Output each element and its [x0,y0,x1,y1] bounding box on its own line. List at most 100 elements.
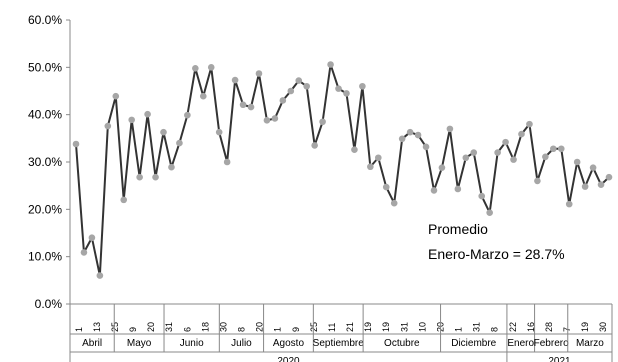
month-label: Julio [231,338,252,349]
data-point [311,142,318,149]
data-point [128,116,135,124]
x-tick-label: 19 [363,322,373,332]
x-tick-label: 28 [544,322,554,332]
month-label: Junio [180,338,204,349]
month-label: Enero [507,338,534,349]
data-point [367,163,374,171]
data-point [565,200,573,208]
x-tick-label: 25 [110,322,120,332]
x-tick-label: 21 [345,322,355,332]
data-point [430,187,438,194]
y-tick-label: 50.0% [28,60,62,74]
data-point [375,154,382,162]
x-tick-label: 1 [454,327,464,332]
data-point [406,128,414,136]
x-tick-label: 30 [218,322,228,332]
data-point [589,164,597,171]
month-label: Abril [82,338,102,349]
data-point [534,177,541,185]
x-tick-label: 16 [526,322,536,332]
x-tick-label: 20 [146,322,156,332]
data-point [319,118,326,126]
data-point [80,249,88,256]
month-label: Agosto [273,338,305,349]
data-point [478,192,486,200]
data-point [557,145,565,153]
data-point [581,183,589,190]
data-point [510,156,517,163]
data-point [550,145,557,153]
x-tick-label: 31 [164,322,174,332]
data-point [112,92,120,100]
y-tick-label: 40.0% [28,108,62,122]
x-tick-label: 31 [399,322,409,332]
data-point [136,173,143,181]
y-tick-label: 0.0% [35,297,63,311]
plot-area [72,61,613,279]
x-tick-label: 18 [200,322,210,332]
data-point [152,173,159,181]
month-label: Marzo [576,338,604,349]
data-point [239,101,247,109]
data-point [207,64,215,71]
data-point [446,125,454,133]
data-point [279,97,287,104]
data-point [351,146,358,153]
data-point [414,131,422,139]
data-point [438,164,446,171]
data-point [605,173,613,181]
data-point [462,154,470,162]
x-tick-label: 31 [472,322,482,332]
data-point [470,149,478,156]
data-point [263,117,271,124]
y-tick-label: 60.0% [28,13,62,27]
data-point [287,87,295,95]
x-tick-label: 30 [598,322,608,332]
y-tick-label: 10.0% [28,250,62,264]
x-tick-label: 8 [237,327,247,332]
month-label: Mayo [127,338,152,349]
x-tick-label: 19 [580,322,590,332]
data-point [335,85,342,92]
data-point [215,128,223,136]
data-point [486,209,493,216]
data-point [120,196,128,204]
x-tick-label: 9 [291,327,301,332]
data-point [390,199,398,207]
month-label: Diciembre [451,338,496,349]
x-tick-label: 22 [508,322,518,332]
x-tick-label: 13 [92,322,102,332]
data-point [160,128,167,136]
x-tick-label: 8 [490,327,500,332]
tick-labels: 0.0% 10.0% 20.0% 30.0% 40.0% 50.0% 60.0% 1 13 25 9… [28,13,608,332]
data-point [359,82,366,90]
x-tick-label: 19 [381,322,391,332]
data-point [526,120,533,128]
x-tick-label: 11 [327,323,337,332]
data-point [96,272,104,279]
data-point [542,153,549,161]
data-point [199,92,207,100]
axes [66,19,612,305]
data-point [231,76,239,84]
data-point [502,138,509,146]
x-tick-label: 7 [562,327,572,332]
data-point [255,70,263,77]
x-tick-label: 25 [309,322,319,332]
x-tick-label: 6 [182,327,192,332]
x-tick-label: 9 [128,327,138,332]
annotation-line-1: Promedio [428,221,488,237]
x-tick-label: 1 [273,327,283,332]
data-point [72,140,80,148]
data-point [573,158,581,166]
data-point [303,82,311,90]
data-point [494,149,501,156]
data-point [247,103,255,111]
data-point [343,90,350,97]
x-tick-label: 10 [417,322,427,332]
data-point [597,181,605,189]
data-point [271,115,279,122]
data-point [327,61,334,68]
y-tick-label: 30.0% [28,155,62,169]
